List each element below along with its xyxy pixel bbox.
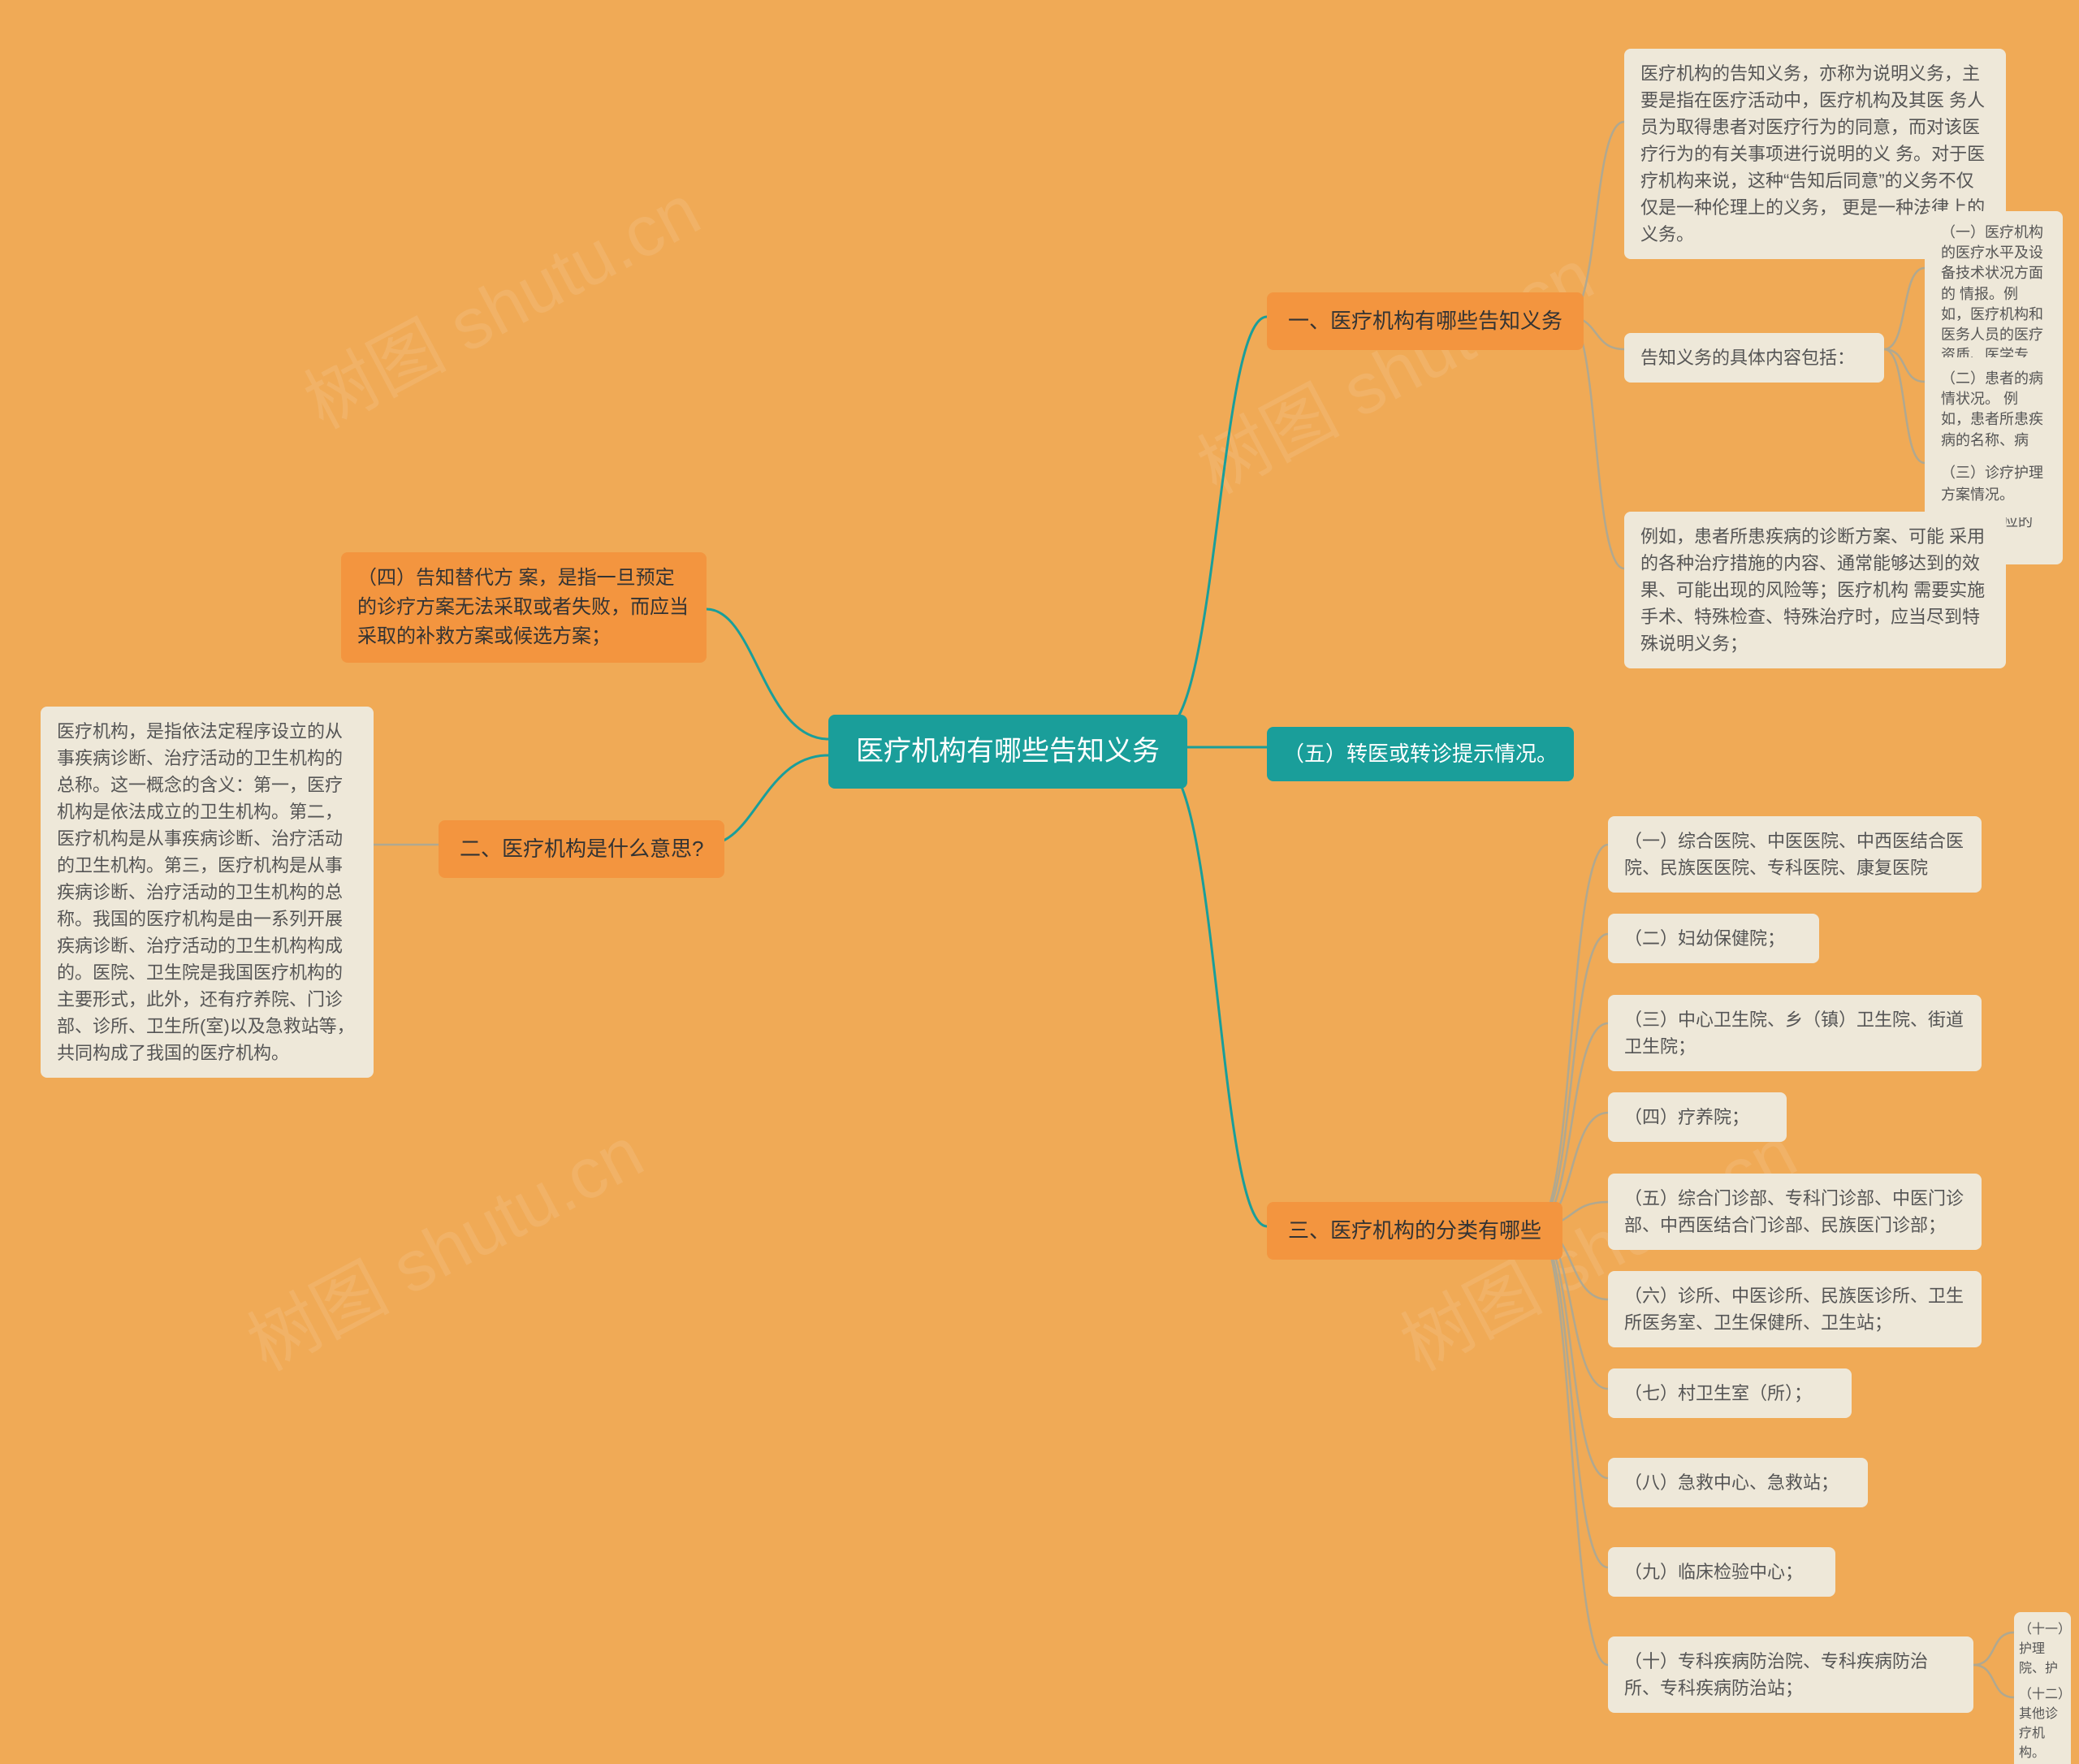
r3-b[interactable]: （二）妇幼保健院；: [1608, 914, 1819, 963]
r3-j[interactable]: （十）专科疾病防治院、专科疾病防治所、专科疾病防治站；: [1608, 1636, 1973, 1713]
r3-c[interactable]: （三）中心卫生院、乡（镇）卫生院、街道卫生院；: [1608, 995, 1982, 1071]
right-section-one[interactable]: 一、医疗机构有哪些告知义务: [1267, 292, 1584, 350]
r3-f[interactable]: （六）诊所、中医诊所、民族医诊所、卫生所医务室、卫生保健所、卫生站；: [1608, 1271, 1982, 1347]
r3-j2[interactable]: （十二）其他诊疗机构。: [2014, 1677, 2071, 1764]
watermark: 树图 shutu.cn: [227, 1096, 658, 1390]
r1-sub-two-c[interactable]: （三）诊疗护理方案情况。: [1925, 451, 2063, 517]
r3-a[interactable]: （一）综合医院、中医医院、中西医结合医院、民族医医院、专科医院、康复医院: [1608, 816, 1982, 893]
r1-sub-two[interactable]: 告知义务的具体内容包括：: [1624, 333, 1884, 383]
left-node-four[interactable]: （四）告知替代方 案，是指一旦预定的诊疗方案无法采取或者失败，而应当采取的补救方…: [341, 552, 707, 663]
r3-e[interactable]: （五）综合门诊部、专科门诊部、中医门诊部、中西医结合门诊部、民族医门诊部；: [1608, 1174, 1982, 1250]
left-section-two-leaf[interactable]: 医疗机构，是指依法定程序设立的从事疾病诊断、治疗活动的卫生机构的总称。这一概念的…: [41, 707, 374, 1078]
right-section-three[interactable]: 三、医疗机构的分类有哪些: [1267, 1202, 1562, 1260]
watermark: 树图 shutu.cn: [1178, 219, 1608, 513]
mindmap-canvas: 树图 shutu.cn 树图 shutu.cn 树图 shutu.cn 树图 s…: [0, 0, 2079, 1764]
r3-g[interactable]: （七）村卫生室（所）；: [1608, 1368, 1852, 1418]
root-node[interactable]: 医疗机构有哪些告知义务: [828, 715, 1187, 789]
left-section-two[interactable]: 二、医疗机构是什么意思?: [439, 820, 724, 878]
watermark: 树图 shutu.cn: [284, 154, 715, 448]
right-node-five[interactable]: （五）转医或转诊提示情况。: [1267, 727, 1574, 781]
r3-d[interactable]: （四）疗养院；: [1608, 1092, 1787, 1142]
r3-h[interactable]: （八）急救中心、急救站；: [1608, 1458, 1868, 1507]
r3-i[interactable]: （九）临床检验中心；: [1608, 1547, 1835, 1597]
r1-leaf-three[interactable]: 例如，患者所患疾病的诊断方案、可能 采用的各种治疗措施的内容、通常能够达到的效果…: [1624, 512, 2006, 668]
